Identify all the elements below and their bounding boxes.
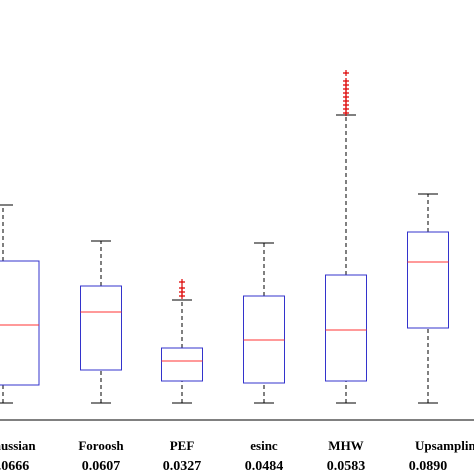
category-label: PEF [170, 438, 195, 453]
box [325, 274, 367, 382]
outlier [343, 70, 349, 76]
box [407, 231, 449, 329]
category-label: MHW [328, 438, 363, 453]
outlier [179, 285, 185, 291]
category-label: esinc [250, 438, 278, 453]
category-label: Foroosh [78, 438, 124, 453]
score-label: 0.0666 [0, 459, 29, 474]
box [161, 347, 203, 382]
score-label: 0.0327 [163, 459, 202, 474]
score-label: 0.0484 [245, 459, 284, 474]
outlier [179, 279, 185, 285]
outlier [343, 78, 349, 84]
score-label: 0.0583 [327, 459, 366, 474]
box [80, 285, 122, 371]
score-label: 0.0607 [82, 459, 121, 474]
category-label: Gaussian [0, 438, 36, 453]
box [0, 260, 40, 386]
category-label: Upsampling I [415, 438, 474, 453]
score-label: 0.0890 [409, 459, 448, 474]
